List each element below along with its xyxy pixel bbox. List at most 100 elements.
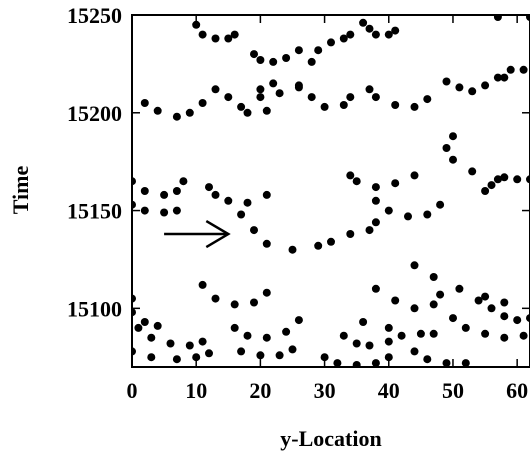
data-point — [140, 318, 149, 326]
data-point — [172, 187, 181, 195]
data-point — [429, 300, 438, 309]
data-point — [346, 30, 355, 39]
data-point — [172, 112, 181, 121]
data-point — [493, 175, 502, 184]
data-point — [346, 230, 355, 238]
data-point — [294, 316, 303, 325]
data-point — [269, 79, 278, 88]
data-point — [371, 218, 380, 227]
data-point — [250, 50, 258, 59]
data-point — [371, 284, 380, 293]
data-point — [513, 316, 522, 325]
data-point — [371, 183, 380, 192]
y-tick-label: 15150 — [67, 199, 122, 224]
data-point — [371, 93, 380, 102]
data-point — [256, 85, 265, 94]
data-point — [243, 108, 252, 117]
data-point — [500, 312, 509, 321]
data-point — [384, 323, 393, 332]
data-point — [487, 181, 496, 190]
y-axis-ticks: 15100 15150 15200 15250 — [67, 3, 530, 321]
data-point — [481, 292, 490, 301]
data-point — [172, 355, 181, 364]
data-point — [288, 345, 297, 354]
data-point — [250, 298, 258, 307]
data-point — [449, 314, 457, 323]
data-point — [275, 89, 284, 98]
data-point — [339, 101, 348, 109]
y-tick-label: 15200 — [67, 101, 122, 126]
data-point — [237, 102, 246, 111]
data-point — [211, 34, 220, 43]
x-tick-label: 60 — [506, 378, 528, 403]
data-point — [166, 339, 175, 348]
data-point — [179, 177, 188, 186]
data-point — [371, 196, 380, 205]
data-point — [397, 331, 406, 340]
x-tick-label: 50 — [442, 378, 464, 403]
data-point — [230, 30, 239, 39]
data-point — [224, 196, 233, 205]
data-point — [500, 298, 509, 307]
data-point — [493, 15, 502, 21]
data-point — [282, 327, 291, 336]
data-point — [314, 46, 323, 55]
plot-frame — [131, 14, 530, 368]
data-point — [352, 361, 361, 367]
data-point — [442, 144, 451, 152]
data-point — [160, 190, 169, 199]
data-point — [250, 226, 258, 235]
x-axis-ticks: 0 10 20 30 40 50 60 — [127, 15, 528, 403]
y-axis-title: Time — [8, 166, 33, 215]
data-point — [147, 353, 156, 362]
data-points — [132, 15, 530, 367]
data-point — [410, 304, 419, 313]
data-point — [205, 349, 213, 358]
data-point — [333, 359, 342, 367]
data-point — [449, 132, 457, 141]
data-point — [140, 206, 149, 215]
data-point — [314, 241, 323, 250]
data-point — [275, 351, 284, 360]
data-point — [474, 296, 483, 305]
data-point — [307, 57, 316, 66]
data-point — [172, 206, 181, 215]
data-point — [423, 355, 432, 364]
data-point — [294, 83, 303, 92]
data-point — [185, 341, 194, 350]
data-point — [359, 18, 368, 27]
data-point — [320, 102, 329, 111]
data-point — [461, 359, 470, 367]
data-point — [423, 210, 432, 219]
data-point — [140, 99, 149, 107]
data-point — [513, 175, 522, 184]
data-point — [243, 198, 252, 207]
data-point — [262, 106, 271, 115]
data-point — [346, 171, 355, 180]
data-point — [237, 347, 246, 356]
data-point — [198, 99, 207, 107]
data-point — [500, 173, 509, 182]
data-point — [481, 187, 490, 195]
data-point — [320, 353, 329, 362]
data-point — [391, 101, 400, 109]
y-tick-label: 15100 — [67, 296, 122, 321]
data-point — [153, 106, 162, 115]
data-point — [384, 337, 393, 346]
data-point — [410, 171, 419, 180]
data-point — [391, 296, 400, 305]
data-point — [339, 34, 348, 43]
data-point — [256, 93, 265, 102]
data-point — [339, 331, 348, 340]
data-point — [391, 179, 400, 188]
data-point — [269, 57, 278, 66]
data-point — [282, 54, 291, 62]
data-point — [205, 183, 213, 192]
arrow-annotation — [164, 219, 231, 249]
data-point — [230, 300, 239, 309]
data-point — [371, 30, 380, 39]
data-point — [519, 331, 528, 340]
data-point — [352, 177, 361, 186]
data-point — [256, 56, 265, 64]
data-point — [192, 353, 201, 362]
